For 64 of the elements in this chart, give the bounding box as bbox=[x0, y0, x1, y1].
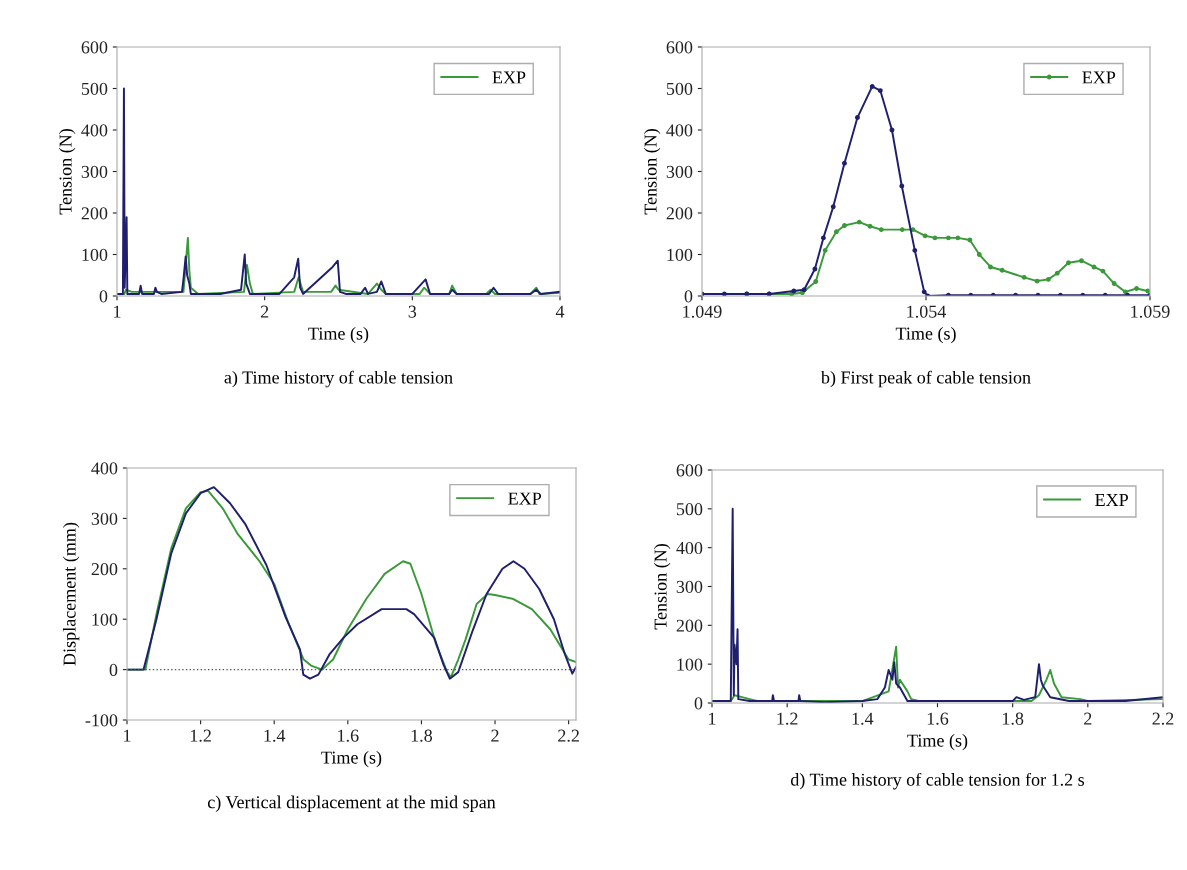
x-tick-label: 2 bbox=[1084, 712, 1092, 725]
x-tick-label: 1.2 bbox=[777, 712, 798, 725]
legend-label: EXP bbox=[1095, 494, 1128, 506]
x-tick-label: 2.2 bbox=[1152, 712, 1174, 725]
legend-label: EXP bbox=[508, 492, 542, 505]
y-tick-label: 400 bbox=[676, 541, 703, 555]
y-tick-label: 100 bbox=[92, 613, 118, 626]
y-tick-label: 300 bbox=[91, 512, 118, 525]
legend-label: EXP bbox=[1082, 71, 1116, 84]
x-tick-label: 1.6 bbox=[927, 712, 949, 725]
x-tick-label: 1 bbox=[709, 712, 716, 725]
x-tick-label: 1.8 bbox=[1002, 712, 1024, 725]
x-tick-label: 2 bbox=[260, 305, 269, 318]
x-tick-label: 3 bbox=[408, 305, 417, 318]
y-tick-label: 600 bbox=[81, 41, 108, 54]
y-tick-label: 500 bbox=[676, 503, 703, 516]
y-tick-label: 400 bbox=[666, 124, 693, 137]
x-axis-title: Time (s) bbox=[321, 750, 382, 768]
y-tick-label: 0 bbox=[684, 290, 693, 303]
x-tick-label: 1.059 bbox=[1131, 305, 1170, 318]
y-tick-label: 0 bbox=[99, 290, 108, 303]
y-tick-label: 300 bbox=[666, 165, 693, 178]
y-axis-title: Tension (N) bbox=[58, 129, 76, 215]
y-tick-label: 100 bbox=[677, 658, 703, 671]
y-tick-label: 500 bbox=[81, 82, 108, 95]
y-tick-label: 100 bbox=[667, 248, 693, 261]
text: a) Time history of cable tension bbox=[224, 370, 453, 388]
y-tick-label: 200 bbox=[666, 207, 693, 220]
y-tick-label: 200 bbox=[91, 563, 118, 576]
text: b) First peak of cable tension bbox=[820, 370, 1031, 388]
x-tick-label: 1.6 bbox=[338, 729, 359, 742]
y-tick-label: -100 bbox=[85, 714, 118, 727]
text: c) Vertical displacement at the mid span bbox=[207, 795, 496, 812]
y-axis-title: Displacement (mm) bbox=[62, 522, 80, 666]
y-tick-label: 600 bbox=[676, 464, 703, 477]
x-tick-label: 1.054 bbox=[907, 305, 947, 318]
y-tick-label: 0 bbox=[109, 663, 118, 677]
x-tick-label: 1.049 bbox=[683, 305, 722, 318]
x-tick-label: 1 bbox=[114, 305, 121, 318]
x-tick-label: 1.8 bbox=[411, 729, 433, 742]
y-tick-label: 200 bbox=[676, 619, 703, 632]
x-tick-label: 1 bbox=[124, 729, 131, 742]
y-tick-label: 400 bbox=[91, 462, 118, 475]
x-tick-label: 4 bbox=[555, 305, 565, 318]
text: d) Time history of cable tension for 1.2 s bbox=[790, 772, 1085, 790]
x-tick-label: 2 bbox=[491, 729, 499, 742]
y-tick-label: 400 bbox=[81, 124, 108, 137]
y-tick-label: 500 bbox=[666, 82, 693, 95]
x-axis-title: Time (s) bbox=[895, 326, 956, 344]
y-tick-label: 200 bbox=[81, 207, 108, 220]
y-tick-label: 100 bbox=[82, 248, 108, 261]
x-tick-label: 2.2 bbox=[558, 729, 579, 742]
x-tick-label: 1.4 bbox=[264, 729, 286, 742]
y-tick-label: 300 bbox=[676, 580, 703, 593]
y-axis-title: Tension (N) bbox=[653, 544, 671, 630]
legend-label: EXP bbox=[492, 71, 526, 84]
y-tick-label: 600 bbox=[666, 41, 693, 54]
x-axis-title: Time (s) bbox=[907, 733, 968, 751]
y-tick-label: 300 bbox=[81, 165, 108, 178]
x-axis-title: Time (s) bbox=[308, 326, 369, 344]
x-tick-label: 1.4 bbox=[852, 712, 874, 725]
y-tick-label: 0 bbox=[694, 697, 703, 710]
x-tick-label: 1.2 bbox=[190, 729, 211, 742]
y-axis-title: Tension (N) bbox=[643, 129, 661, 215]
